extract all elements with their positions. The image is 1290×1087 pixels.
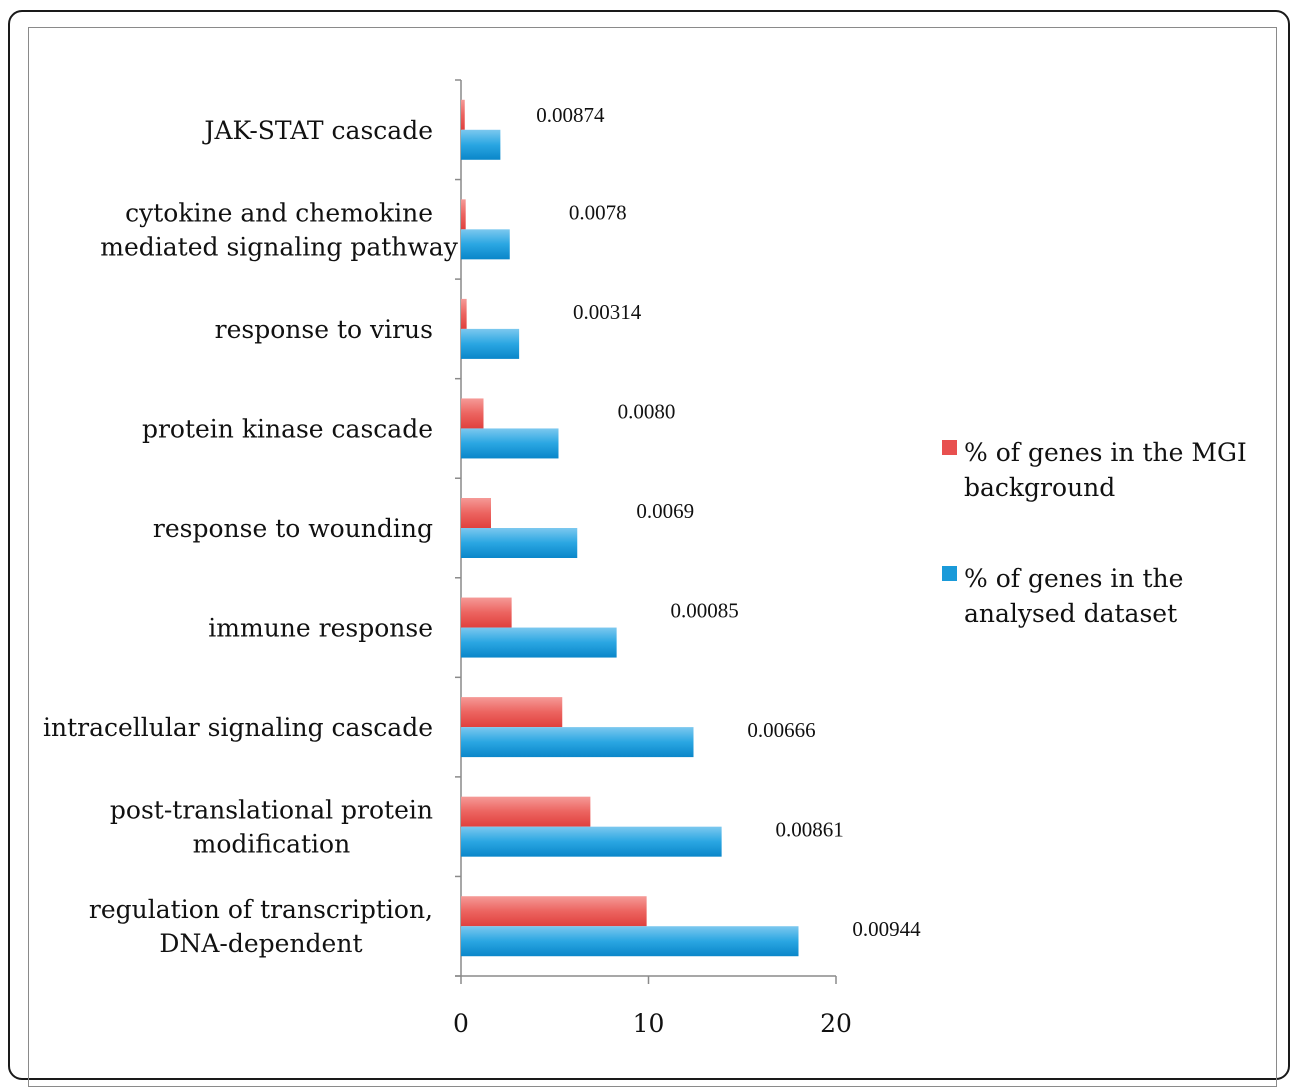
category-label: immune response: [208, 614, 433, 643]
category-label: post-translational protein: [110, 796, 433, 825]
bar-analysed-dataset: [461, 129, 501, 160]
p-value-label: 0.00085: [671, 599, 739, 623]
x-tick-labels: 0 10 20: [453, 1009, 852, 1038]
bar-analysed-dataset: [461, 528, 578, 558]
p-value-label: 0.0080: [618, 399, 676, 423]
legend-label: % of genes in the MGI: [964, 438, 1247, 467]
category-label: JAK-STAT cascade: [201, 116, 433, 145]
p-value-label: 0.00666: [747, 718, 815, 742]
legend-label: background: [964, 473, 1115, 502]
category-label: response to virus: [215, 315, 433, 344]
category-label: response to wounding: [153, 514, 433, 543]
bar-mgi-background: [461, 796, 591, 827]
category-label: DNA-dependent: [159, 929, 362, 958]
p-value-label: 0.0078: [569, 200, 627, 224]
x-tick-label: 10: [633, 1009, 665, 1038]
x-tick-label: 20: [820, 1009, 852, 1038]
bar-analysed-dataset: [461, 627, 617, 658]
bar-analysed-dataset: [461, 826, 722, 857]
legend-label: analysed dataset: [964, 599, 1177, 628]
category-label: protein kinase cascade: [142, 414, 433, 443]
bar-chart: JAK-STAT cascade cytokine and chemokine me…: [43, 79, 1247, 1038]
legend-swatch: [942, 440, 957, 455]
bar-analysed-dataset: [461, 727, 694, 758]
p-value-label: 0.0069: [636, 499, 694, 523]
p-value-labels: 0.00874 0.0078 0.00314 0.0080 0.0069 0.00085 0…: [536, 103, 921, 941]
category-label: modification: [193, 830, 351, 859]
bar-mgi-background: [461, 498, 491, 528]
legend: % of genes in the MGI background % of gene…: [942, 438, 1247, 628]
bar-analysed-dataset: [461, 428, 559, 459]
category-label: regulation of transcription,: [89, 895, 433, 924]
bar-analysed-dataset: [461, 229, 510, 260]
bar-mgi-background: [461, 298, 467, 329]
bar-mgi-background: [461, 199, 466, 230]
category-label: cytokine and chemokine: [125, 198, 433, 227]
legend-label: % of genes in the: [964, 564, 1183, 593]
category-label: intracellular signaling cascade: [43, 713, 433, 742]
p-value-label: 0.00944: [852, 917, 921, 941]
p-value-label: 0.00314: [573, 300, 642, 324]
p-value-label: 0.00861: [776, 818, 844, 842]
bar-mgi-background: [461, 697, 563, 728]
category-label: mediated signaling pathway: [100, 232, 458, 261]
bar-analysed-dataset: [461, 926, 799, 957]
bar-mgi-background: [461, 597, 512, 628]
category-labels: JAK-STAT cascade cytokine and chemokine me…: [43, 116, 459, 958]
bar-mgi-background: [461, 896, 647, 927]
bar-analysed-dataset: [461, 328, 520, 359]
bars: [461, 99, 799, 957]
bar-mgi-background: [461, 99, 465, 130]
x-tick-label: 0: [453, 1009, 469, 1038]
bar-mgi-background: [461, 398, 484, 429]
p-value-label: 0.00874: [536, 103, 605, 127]
legend-swatch: [942, 566, 957, 581]
